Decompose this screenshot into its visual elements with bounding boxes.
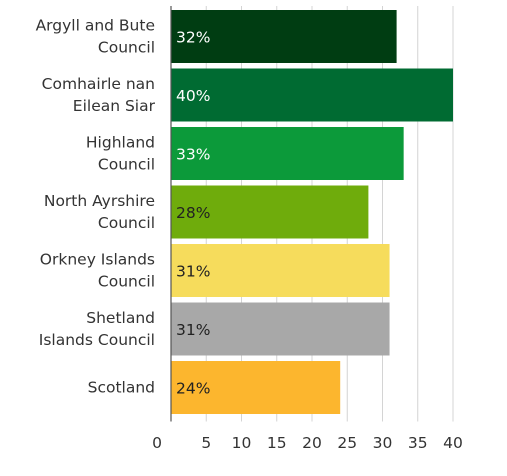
x-tick-label: 40 (443, 434, 463, 452)
category-label: Council (98, 156, 155, 174)
bar (171, 68, 453, 122)
data-label: 33% (176, 146, 210, 164)
category-label: Council (98, 39, 155, 57)
x-tick-label: 30 (373, 434, 393, 452)
category-label: Scotland (88, 379, 155, 397)
data-label: 40% (176, 87, 210, 105)
bar (171, 185, 369, 239)
x-tick-label: 15 (267, 434, 287, 452)
category-label: Comhairle nan (42, 75, 155, 93)
bar (171, 10, 397, 63)
category-label: Orkney Islands (40, 251, 155, 269)
x-tick-label: 5 (201, 434, 211, 452)
x-tick-label: 35 (408, 434, 428, 452)
data-label: 31% (176, 263, 210, 281)
category-labels: Argyll and Bute Council Comhairle nan Eilea… (36, 17, 156, 397)
category-label: Islands Council (39, 331, 155, 349)
x-axis-ticks: 0 5 10 15 20 25 30 35 40 (152, 434, 463, 452)
data-label: 28% (176, 204, 210, 222)
bar (171, 127, 404, 180)
x-tick-label: 10 (232, 434, 252, 452)
category-label: Argyll and Bute (36, 17, 155, 35)
data-label: 31% (176, 321, 210, 339)
bar (171, 361, 341, 414)
category-label: North Ayrshire (44, 192, 155, 210)
x-tick-label: 25 (337, 434, 357, 452)
x-tick-label: 20 (302, 434, 322, 452)
bar (171, 244, 390, 297)
category-label: Highland (86, 134, 155, 152)
bars: 32% 40% 33% 28% 31% 31% 24% (171, 10, 453, 414)
category-label: Shetland (86, 309, 155, 327)
x-tick-label: 0 (152, 434, 162, 452)
category-label: Eilean Siar (73, 97, 156, 115)
category-label: Council (98, 214, 155, 232)
data-label: 32% (176, 29, 210, 47)
category-label: Council (98, 273, 155, 291)
data-label: 24% (176, 380, 210, 398)
bar (171, 302, 390, 356)
